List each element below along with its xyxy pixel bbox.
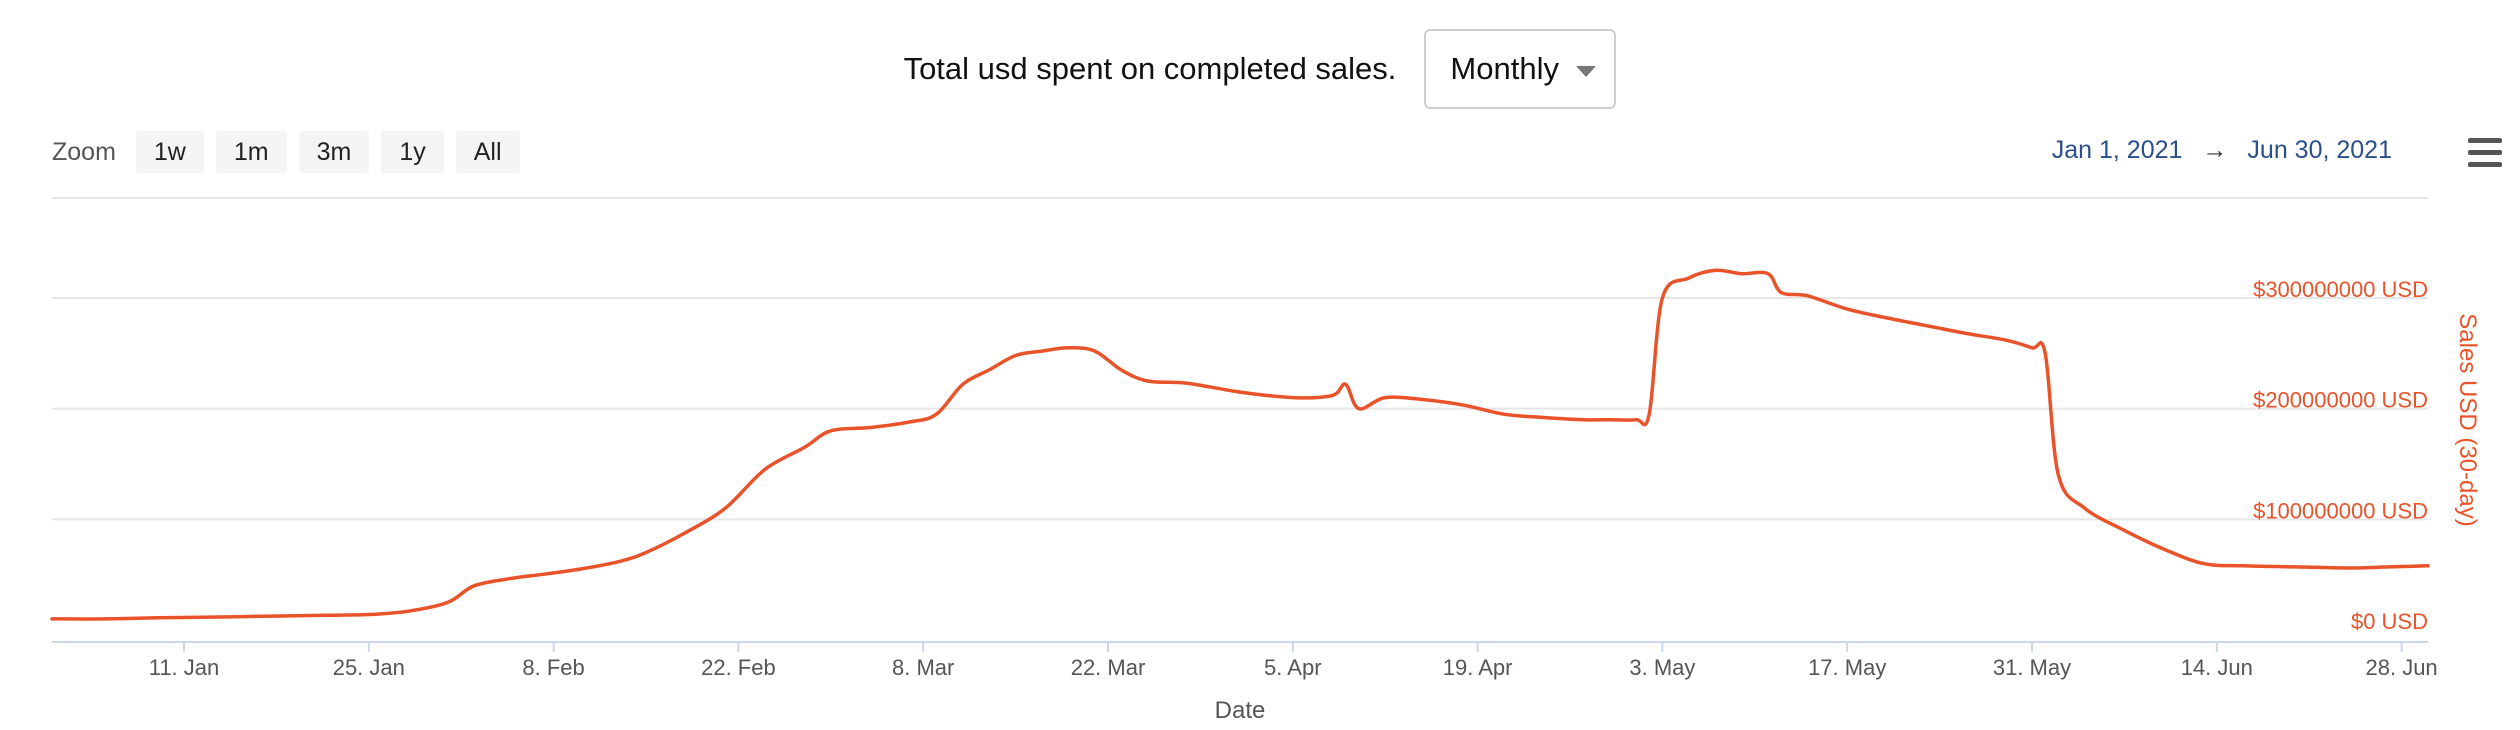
chart-title: Total usd spent on completed sales. bbox=[903, 51, 1397, 86]
x-tick-label: 17. May bbox=[1808, 655, 1886, 680]
y-tick-label: $300000000 USD bbox=[2253, 277, 2428, 302]
chart-header: Total usd spent on completed sales. Mont… bbox=[0, 28, 2520, 110]
date-range: Jan 1, 2021 → Jun 30, 2021 bbox=[2052, 136, 2392, 165]
x-tick-label: 22. Feb bbox=[701, 655, 776, 680]
hamburger-menu-icon[interactable] bbox=[2468, 138, 2502, 168]
x-tick-label: 25. Jan bbox=[333, 655, 405, 680]
x-tick-label: 3. May bbox=[1629, 655, 1695, 680]
x-tick-label: 31. May bbox=[1993, 655, 2071, 680]
y-tick-label: $200000000 USD bbox=[2253, 388, 2428, 413]
y-tick-label: $0 USD bbox=[2351, 609, 2428, 634]
x-tick-label: 8. Mar bbox=[892, 655, 954, 680]
zoom-button-1y[interactable]: 1y bbox=[381, 131, 444, 173]
x-axis-title: Date bbox=[1215, 697, 1266, 724]
y-axis-title: Sales USD (30-day) bbox=[2454, 313, 2481, 526]
x-axis-ticks: 11. Jan 25. Jan 8. Feb 22. Feb 8. Mar 22. Mar… bbox=[149, 642, 2438, 680]
x-tick-label: 22. Mar bbox=[1071, 655, 1146, 680]
zoom-bar: Zoom 1w 1m 3m 1y All bbox=[52, 130, 520, 174]
x-tick-label: 5. Apr bbox=[1264, 655, 1321, 680]
range-to[interactable]: Jun 30, 2021 bbox=[2247, 136, 2392, 164]
range-arrow: → bbox=[2202, 136, 2228, 164]
y-axis-ticks: $0 USD $100000000 USD $200000000 USD $30000… bbox=[2253, 277, 2428, 634]
x-tick-label: 14. Jun bbox=[2181, 655, 2253, 680]
x-tick-label: 11. Jan bbox=[149, 655, 220, 680]
zoom-button-3m[interactable]: 3m bbox=[298, 131, 370, 173]
x-tick-label: 28. Jun bbox=[2366, 655, 2438, 680]
period-select-value: Monthly bbox=[1450, 51, 1559, 86]
zoom-label: Zoom bbox=[52, 137, 116, 166]
chart-grid bbox=[52, 297, 2428, 521]
x-tick-label: 19. Apr bbox=[1443, 655, 1513, 680]
chevron-down-icon bbox=[1576, 66, 1597, 77]
series-line bbox=[50, 268, 2430, 621]
y-tick-label: $100000000 USD bbox=[2253, 498, 2428, 523]
range-from[interactable]: Jan 1, 2021 bbox=[2051, 136, 2183, 164]
zoom-button-1w[interactable]: 1w bbox=[135, 131, 204, 173]
x-tick-label: 8. Feb bbox=[522, 655, 584, 680]
period-select[interactable]: Monthly bbox=[1424, 29, 1617, 109]
zoom-button-all[interactable]: All bbox=[455, 131, 520, 173]
zoom-button-1m[interactable]: 1m bbox=[215, 131, 287, 173]
